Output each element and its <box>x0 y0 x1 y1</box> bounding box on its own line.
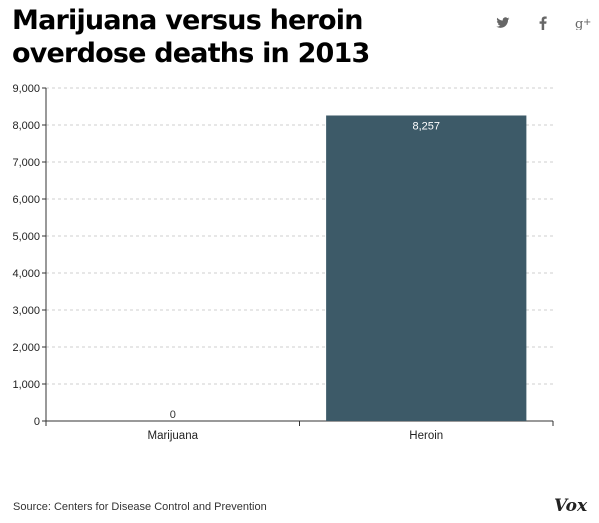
bar-heroin <box>326 115 527 421</box>
vox-logo: Vox <box>554 496 588 516</box>
x-category-label: Heroin <box>409 430 443 442</box>
facebook-icon[interactable] <box>532 12 554 34</box>
twitter-icon[interactable] <box>492 12 514 34</box>
y-tick-label: 1,000 <box>12 379 40 391</box>
y-tick-label: 6,000 <box>12 194 40 206</box>
y-tick-label: 5,000 <box>12 231 40 243</box>
y-tick-label: 4,000 <box>12 268 40 280</box>
data-label: 8,257 <box>412 120 440 132</box>
svg-text:+: + <box>583 17 591 28</box>
y-tick-label: 2,000 <box>12 342 40 354</box>
google-plus-icon[interactable]: g + <box>572 12 594 34</box>
y-tick-label: 7,000 <box>12 157 40 169</box>
y-tick-label: 3,000 <box>12 305 40 317</box>
data-label: 0 <box>170 409 176 421</box>
y-tick-label: 8,000 <box>12 120 40 132</box>
x-category-label: Marijuana <box>148 430 199 442</box>
svg-text:g: g <box>575 17 583 30</box>
chart-title: Marijuana versus heroin overdose deaths … <box>12 5 370 69</box>
y-tick-label: 9,000 <box>12 83 40 95</box>
y-tick-label: 0 <box>34 416 40 428</box>
source-note: Source: Centers for Disease Control and … <box>13 501 267 513</box>
